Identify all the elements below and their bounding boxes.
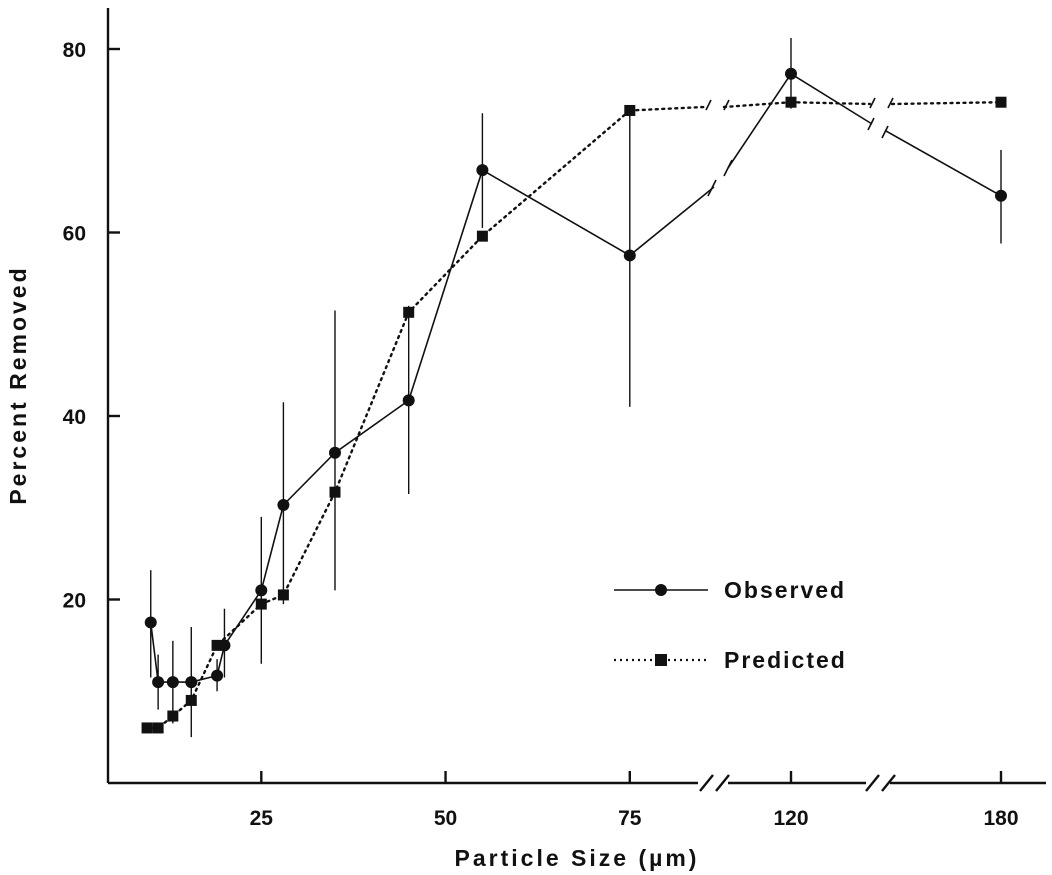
y-tick-label: 20 <box>63 590 86 613</box>
predicted-break-mark <box>887 97 894 109</box>
y-tick-label: 60 <box>63 223 86 246</box>
predicted-point <box>624 104 636 116</box>
x-tick-label: 120 <box>773 807 808 830</box>
observed-point <box>785 67 797 80</box>
x-axis-title: Particle Size (µm) <box>455 845 700 871</box>
observed-point <box>328 446 341 459</box>
observed-point <box>277 498 290 511</box>
y-tick-label: 40 <box>63 406 86 429</box>
observed-point <box>185 676 198 689</box>
predicted-break-mark <box>723 99 730 111</box>
predicted-line <box>789 101 872 106</box>
tick-labels: 20 40 60 80 25 50 75 120 180 <box>63 39 1019 830</box>
axis-breaks <box>699 97 896 792</box>
predicted-point <box>141 722 153 734</box>
predicted-line <box>145 109 631 730</box>
observed-point <box>144 616 157 629</box>
observed-point <box>211 669 224 682</box>
predicted-point <box>277 589 289 601</box>
predicted-point <box>152 722 164 734</box>
observed-line <box>727 73 792 169</box>
x-axis-break-mark <box>865 774 880 792</box>
legend-observed-marker <box>655 584 667 596</box>
predicted-point <box>185 694 197 706</box>
observed-point <box>476 164 489 177</box>
x-tick-label: 180 <box>983 807 1018 830</box>
observed-break-mark <box>881 125 889 139</box>
x-axis-break-mark <box>699 774 714 792</box>
legend-predicted-marker <box>655 654 667 666</box>
predicted-point <box>476 230 488 242</box>
y-tick-label: 80 <box>63 39 86 62</box>
predicted-point <box>255 598 267 610</box>
x-axis-break-mark <box>881 774 896 792</box>
predicted-point <box>329 486 341 498</box>
predicted-break-mark <box>869 97 876 109</box>
observed-line <box>149 168 631 683</box>
predicted-point <box>167 710 179 722</box>
x-tick-label: 50 <box>434 807 457 830</box>
legend-predicted-label: Predicted <box>724 647 847 673</box>
x-tick-label: 75 <box>618 807 642 830</box>
observed-point <box>623 249 636 262</box>
legend-observed-label: Observed <box>724 577 846 603</box>
observed-line <box>790 73 873 125</box>
observed-line <box>885 130 1002 197</box>
predicted-point <box>403 306 415 318</box>
predicted-line <box>722 101 793 109</box>
observed-point <box>255 584 268 597</box>
observed-point <box>402 394 415 407</box>
observed-point <box>166 676 179 689</box>
x-axis-break-mark <box>715 774 730 792</box>
observed-point <box>995 189 1007 202</box>
observed-point <box>152 676 165 689</box>
predicted-point <box>785 96 797 108</box>
predicted-line <box>890 101 1003 106</box>
predicted-line <box>628 105 706 112</box>
plot-area <box>141 37 1007 738</box>
legend: Observed Predicted <box>614 577 847 673</box>
y-axis-title: Percent Removed <box>5 265 31 504</box>
observed-line <box>629 186 715 257</box>
observed-point <box>218 639 231 652</box>
axes <box>106 8 1046 785</box>
predicted-break-mark <box>705 99 712 111</box>
predicted-point <box>211 639 223 651</box>
predicted-point <box>995 96 1007 108</box>
x-tick-label: 25 <box>250 807 274 830</box>
